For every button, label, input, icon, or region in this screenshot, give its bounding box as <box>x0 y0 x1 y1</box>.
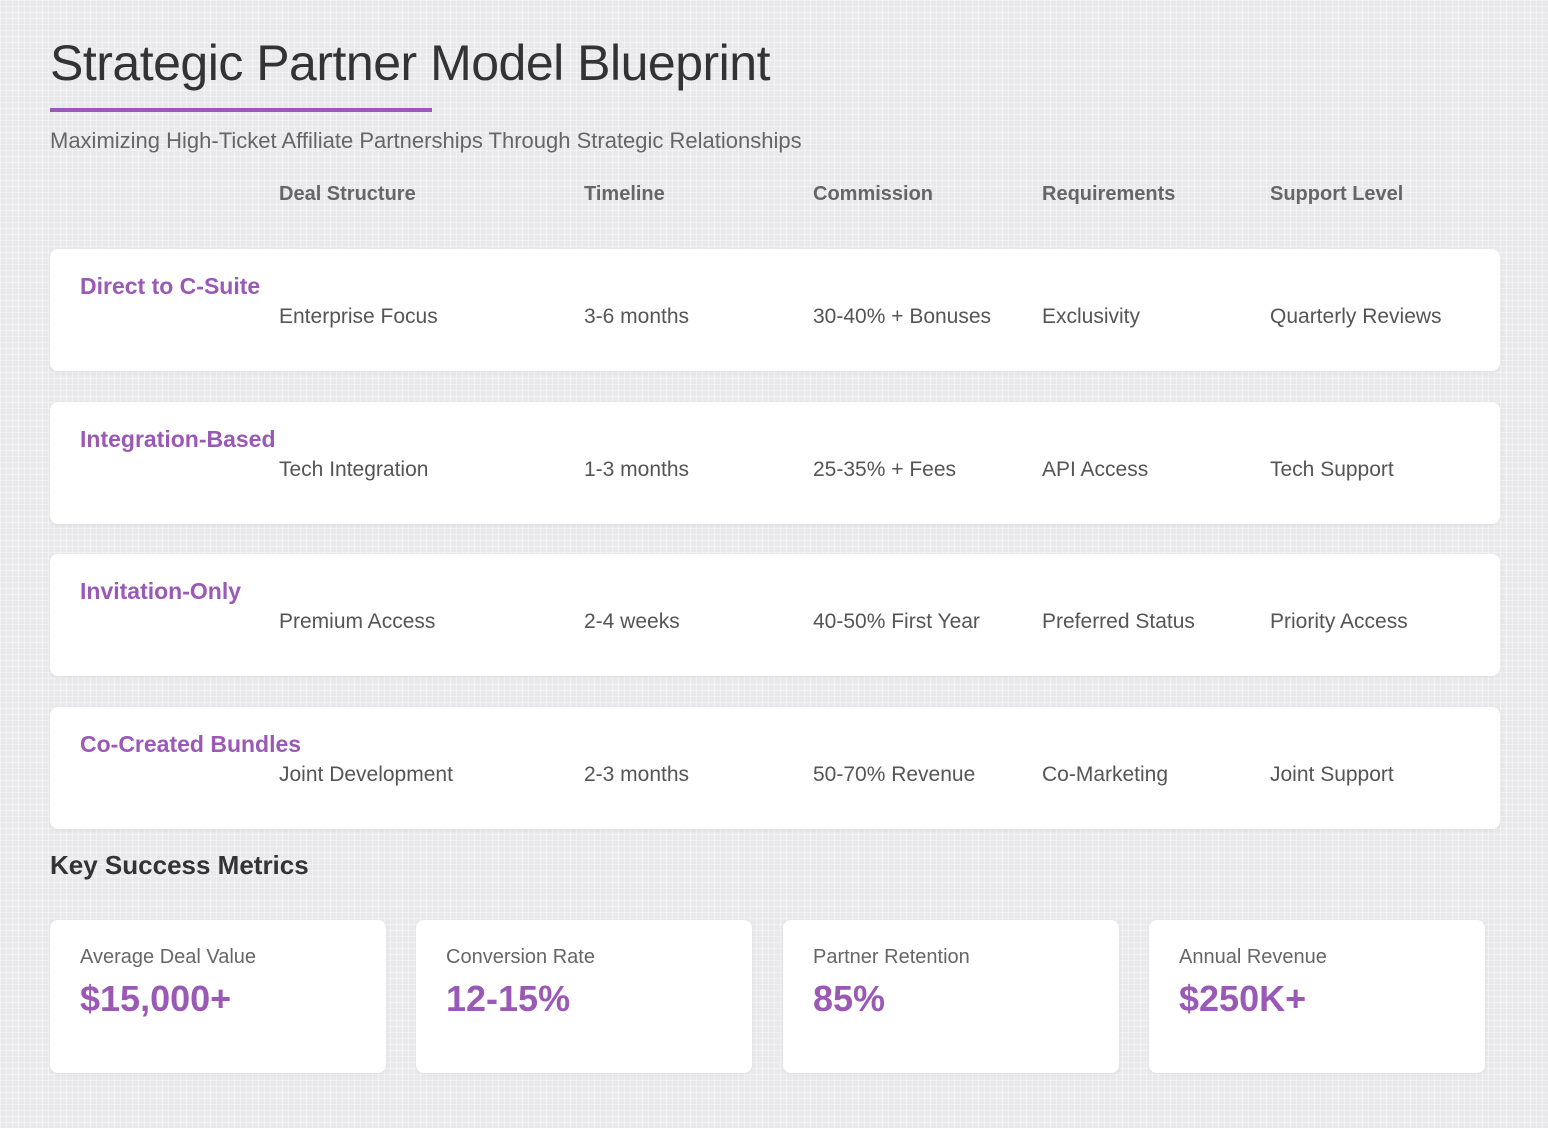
timeline-cell: 2-4 weeks <box>584 610 680 633</box>
metric-value: 12-15% <box>446 978 571 1019</box>
partner-model-row: Invitation-Only Premium Access 2-4 weeks… <box>50 554 1500 676</box>
commission-cell: 30-40% + Bonuses <box>813 305 992 328</box>
requirements-cell: Preferred Status <box>1042 610 1195 633</box>
partner-model-row: Co-Created Bundles Joint Development 2-3… <box>50 707 1500 829</box>
support-level-cell: Priority Access <box>1270 610 1408 633</box>
metric-card-partner-retention: Partner Retention 85% <box>783 920 1119 1073</box>
metric-label: Annual Revenue <box>1179 946 1327 968</box>
metric-value: 85% <box>813 978 886 1019</box>
metric-value: $250K+ <box>1179 978 1307 1019</box>
model-name: Invitation-Only <box>80 578 241 604</box>
model-name: Integration-Based <box>80 426 276 452</box>
metric-value: $15,000+ <box>80 978 232 1019</box>
requirements-cell: Exclusivity <box>1042 305 1141 328</box>
metric-card-average-deal-value: Average Deal Value $15,000+ <box>50 920 386 1073</box>
support-level-cell: Tech Support <box>1270 458 1394 481</box>
page-title: Strategic Partner Model Blueprint <box>50 35 770 91</box>
timeline-cell: 3-6 months <box>584 305 690 328</box>
metric-label: Conversion Rate <box>446 946 595 968</box>
deal-structure-cell: Tech Integration <box>279 458 429 481</box>
commission-cell: 50-70% Revenue <box>813 763 976 786</box>
partner-model-row: Integration-Based Tech Integration 1-3 m… <box>50 402 1500 524</box>
page-subtitle: Maximizing High-Ticket Affiliate Partner… <box>50 128 802 153</box>
requirements-cell: Co-Marketing <box>1042 763 1169 786</box>
deal-structure-cell: Joint Development <box>279 763 453 786</box>
commission-cell: 25-35% + Fees <box>813 458 957 481</box>
model-name: Co-Created Bundles <box>80 731 302 757</box>
column-header-deal-structure: Deal Structure <box>279 183 416 205</box>
metric-card-annual-revenue: Annual Revenue $250K+ <box>1149 920 1485 1073</box>
requirements-cell: API Access <box>1042 458 1149 481</box>
metric-label: Average Deal Value <box>80 946 257 968</box>
column-header-commission: Commission <box>813 183 934 205</box>
deal-structure-cell: Enterprise Focus <box>279 305 438 328</box>
timeline-cell: 2-3 months <box>584 763 690 786</box>
metrics-heading: Key Success Metrics <box>50 850 309 880</box>
commission-cell: 40-50% First Year <box>813 610 980 633</box>
partner-model-row: Direct to C-Suite Enterprise Focus 3-6 m… <box>50 249 1500 371</box>
column-header-timeline: Timeline <box>584 183 665 205</box>
timeline-cell: 1-3 months <box>584 458 690 481</box>
metric-card-conversion-rate: Conversion Rate 12-15% <box>416 920 752 1073</box>
column-header-requirements: Requirements <box>1042 183 1176 205</box>
support-level-cell: Joint Support <box>1270 763 1394 786</box>
column-header-support-level: Support Level <box>1270 183 1404 205</box>
title-underline <box>50 108 432 112</box>
model-name: Direct to C-Suite <box>80 273 261 299</box>
deal-structure-cell: Premium Access <box>279 610 436 633</box>
support-level-cell: Quarterly Reviews <box>1270 305 1442 328</box>
metric-label: Partner Retention <box>813 946 970 968</box>
